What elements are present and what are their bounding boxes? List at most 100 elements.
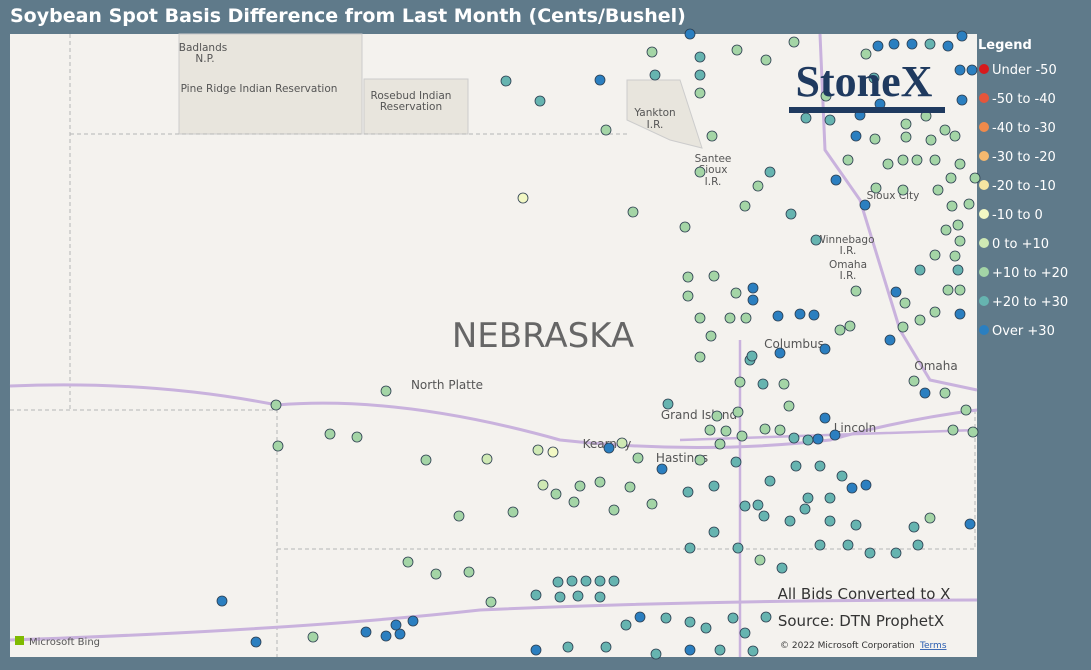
bid-marker bbox=[656, 463, 668, 475]
bid-marker bbox=[746, 350, 758, 362]
reservation-area bbox=[626, 79, 703, 149]
bid-marker bbox=[899, 297, 911, 309]
legend-swatch bbox=[979, 180, 989, 190]
place-label: Sioux bbox=[699, 164, 728, 176]
place-label: Reservation bbox=[380, 101, 442, 113]
bid-marker bbox=[430, 568, 442, 580]
bid-marker bbox=[969, 172, 981, 184]
bid-marker bbox=[747, 645, 759, 657]
bid-marker bbox=[788, 36, 800, 48]
bid-marker bbox=[568, 496, 580, 508]
bid-marker bbox=[820, 90, 832, 102]
legend: Under -50 -50 to -40 -40 to -30 -30 to -20 -… bbox=[979, 63, 1068, 339]
bid-marker bbox=[608, 575, 620, 587]
bid-marker bbox=[250, 636, 262, 648]
bid-marker bbox=[420, 454, 432, 466]
bid-marker bbox=[760, 54, 772, 66]
bid-marker bbox=[859, 199, 871, 211]
bid-marker bbox=[819, 343, 831, 355]
city-label: Lincoln bbox=[834, 421, 877, 435]
bid-marker bbox=[650, 648, 662, 660]
bid-marker bbox=[380, 385, 392, 397]
bid-marker bbox=[784, 515, 796, 527]
bid-marker bbox=[829, 429, 841, 441]
bid-marker bbox=[646, 46, 658, 58]
bid-marker bbox=[890, 286, 902, 298]
bid-marker bbox=[783, 400, 795, 412]
bid-marker bbox=[952, 219, 964, 231]
bid-marker bbox=[897, 184, 909, 196]
bid-marker bbox=[963, 198, 975, 210]
bid-marker bbox=[810, 234, 822, 246]
bid-marker bbox=[814, 539, 826, 551]
legend-title: Legend bbox=[978, 38, 1032, 53]
legend-label: -10 to 0 bbox=[992, 208, 1043, 223]
bid-marker bbox=[960, 404, 972, 416]
bid-marker bbox=[600, 124, 612, 136]
legend-swatch bbox=[979, 325, 989, 335]
legend-label: -40 to -30 bbox=[992, 121, 1056, 136]
bid-marker bbox=[842, 154, 854, 166]
city-label: Columbus bbox=[764, 337, 824, 351]
place-label: I.R. bbox=[647, 119, 664, 131]
bid-marker bbox=[758, 510, 770, 522]
legend-label: -20 to -10 bbox=[992, 179, 1056, 194]
bid-marker bbox=[562, 641, 574, 653]
legend-swatch bbox=[979, 209, 989, 219]
legend-label: +10 to +20 bbox=[992, 266, 1068, 281]
city-label: North Platte bbox=[411, 378, 483, 392]
bid-marker bbox=[819, 412, 831, 424]
highway bbox=[679, 340, 978, 657]
bid-marker bbox=[949, 250, 961, 262]
bid-marker bbox=[684, 542, 696, 554]
bid-marker bbox=[850, 130, 862, 142]
bid-marker bbox=[772, 310, 784, 322]
terms-link[interactable]: Terms bbox=[919, 641, 947, 651]
place-label: Rosebud Indian bbox=[371, 90, 452, 102]
bid-marker bbox=[912, 539, 924, 551]
bid-marker bbox=[682, 290, 694, 302]
note: Source: DTN ProphetX bbox=[778, 612, 944, 630]
bid-marker bbox=[925, 134, 937, 146]
bid-marker bbox=[747, 294, 759, 306]
bid-marker bbox=[485, 596, 497, 608]
bid-marker bbox=[705, 330, 717, 342]
reservation-area bbox=[178, 33, 363, 135]
bid-marker bbox=[740, 312, 752, 324]
bid-marker bbox=[739, 500, 751, 512]
bid-marker bbox=[802, 434, 814, 446]
bid-marker bbox=[736, 430, 748, 442]
bid-marker bbox=[711, 410, 723, 422]
bid-marker bbox=[714, 438, 726, 450]
bid-marker bbox=[380, 630, 392, 642]
bid-marker bbox=[530, 644, 542, 656]
bid-marker bbox=[812, 433, 824, 445]
bid-marker bbox=[956, 94, 968, 106]
bid-marker bbox=[860, 479, 872, 491]
bid-marker bbox=[844, 320, 856, 332]
bid-marker bbox=[966, 64, 978, 76]
place-label: Santee bbox=[695, 153, 732, 165]
bid-marker bbox=[929, 306, 941, 318]
bid-marker bbox=[634, 611, 646, 623]
bid-marker bbox=[603, 442, 615, 454]
bid-marker bbox=[890, 547, 902, 559]
bid-marker bbox=[324, 428, 336, 440]
bid-marker bbox=[481, 453, 493, 465]
bid-marker bbox=[776, 562, 788, 574]
bid-marker bbox=[764, 166, 776, 178]
map: Badlands N.P. Pine Ridge Indian Reservat… bbox=[9, 28, 981, 660]
bid-marker bbox=[814, 460, 826, 472]
bing-icon bbox=[15, 636, 24, 645]
bid-marker bbox=[550, 488, 562, 500]
bid-marker bbox=[700, 622, 712, 634]
bid-marker bbox=[908, 375, 920, 387]
bid-marker bbox=[942, 284, 954, 296]
bid-marker bbox=[759, 423, 771, 435]
bid-markers bbox=[216, 28, 981, 660]
bid-marker bbox=[752, 499, 764, 511]
bid-marker bbox=[939, 124, 951, 136]
bid-marker bbox=[708, 480, 720, 492]
bid-marker bbox=[954, 158, 966, 170]
